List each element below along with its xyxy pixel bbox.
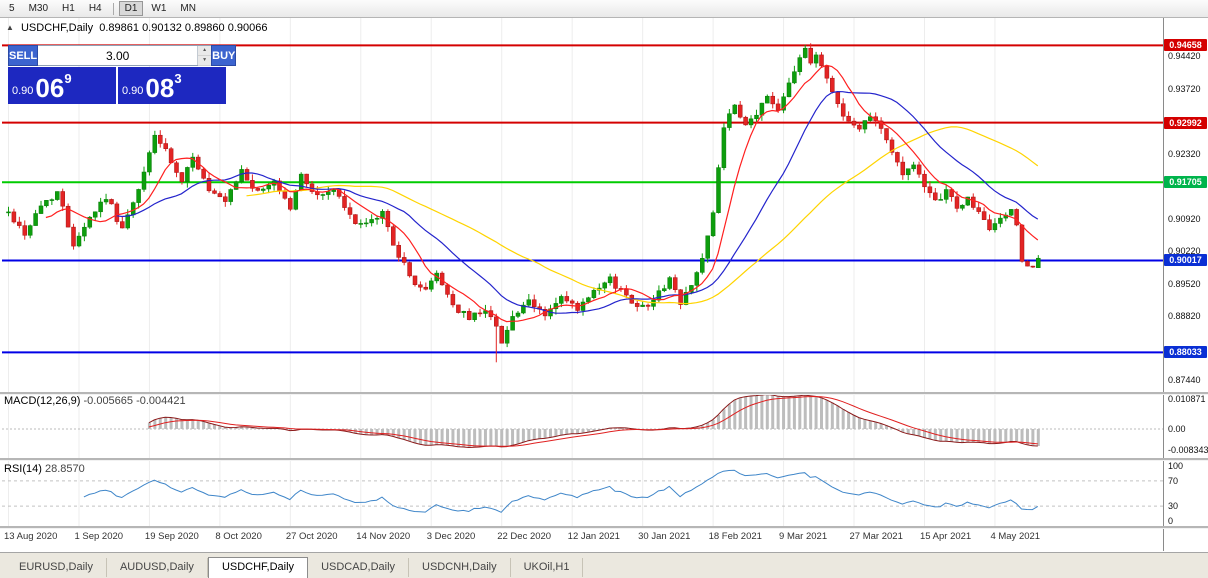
timeframe-button-w1[interactable]: W1	[145, 1, 172, 16]
chart-symbol: USDCHF,Daily	[20, 22, 94, 34]
sell-price-main: 0.90	[12, 85, 34, 97]
rsi-name: RSI(14)	[4, 463, 42, 475]
sell-button[interactable]: SELL	[8, 45, 39, 66]
ohlc-open: 0.89861	[99, 22, 139, 34]
volume-spinner: ▲ ▼	[197, 46, 212, 66]
timeframe-button-m30[interactable]: M30	[23, 1, 54, 16]
panel-splitter-rsi[interactable]	[0, 458, 1208, 461]
volume-input[interactable]	[38, 46, 198, 65]
timeframe-button-h1[interactable]: H1	[56, 1, 81, 16]
macd-value-main: -0.005665	[83, 395, 134, 407]
chart-icon: ▲	[6, 23, 14, 32]
timeframe-toolbar: 5 M30 H1 H4 D1 W1 MN	[0, 0, 1208, 18]
buy-price-display[interactable]: 0.90 08 3	[118, 67, 226, 104]
rsi-value: 28.8570	[44, 463, 85, 475]
timeframe-button-h4[interactable]: H4	[83, 1, 108, 16]
timeframe-button-5[interactable]: 5	[3, 1, 21, 16]
sell-price-pip: 9	[64, 71, 72, 86]
chart-tab-eurusd[interactable]: EURUSD,Daily	[6, 558, 107, 577]
ohlc-high: 0.90132	[142, 22, 182, 34]
ohlc-close: 0.90066	[227, 22, 268, 34]
date-axis-border[interactable]	[0, 526, 1208, 529]
macd-value-signal: -0.004421	[136, 395, 186, 407]
chart-tab-usdcnh[interactable]: USDCNH,Daily	[409, 558, 511, 577]
chart-title: ▲ USDCHF,Daily 0.89861 0.90132 0.89860 0…	[6, 22, 267, 34]
price-axis-border[interactable]	[1163, 18, 1164, 551]
timeframe-button-d1[interactable]: D1	[118, 1, 144, 16]
sell-price-big: 06	[35, 73, 65, 103]
chart-tab-usdcad[interactable]: USDCAD,Daily	[308, 558, 410, 577]
chart-tab-ukoil[interactable]: UKOil,H1	[511, 558, 584, 577]
ohlc-low: 0.89860	[184, 22, 225, 34]
timeframe-button-mn[interactable]: MN	[174, 1, 202, 16]
volume-up-button[interactable]: ▲	[198, 46, 212, 56]
volume-down-button[interactable]: ▼	[198, 56, 212, 66]
volume-control: ▲ ▼	[38, 45, 212, 66]
panel-splitter-macd[interactable]	[0, 392, 1208, 395]
macd-label: MACD(12,26,9) -0.005665 -0.004421	[4, 395, 186, 407]
buy-price-main: 0.90	[122, 85, 144, 97]
chart-tab-bar: EURUSD,Daily AUDUSD,Daily USDCHF,Daily USDC…	[0, 552, 1208, 578]
chart-tab-audusd[interactable]: AUDUSD,Daily	[107, 558, 208, 577]
one-click-trading-panel: SELL ▲ ▼ BUY 0.90 06 9 0.90 08 3	[8, 45, 237, 104]
sell-price-display[interactable]: 0.90 06 9	[8, 67, 116, 104]
buy-price-big: 08	[145, 73, 175, 103]
rsi-label: RSI(14) 28.8570	[4, 463, 85, 475]
buy-price-pip: 3	[174, 71, 182, 86]
buy-button[interactable]: BUY	[211, 45, 237, 66]
chart-tab-usdchf[interactable]: USDCHF,Daily	[207, 557, 309, 578]
macd-name: MACD(12,26,9)	[4, 395, 81, 407]
toolbar-separator	[112, 2, 114, 15]
